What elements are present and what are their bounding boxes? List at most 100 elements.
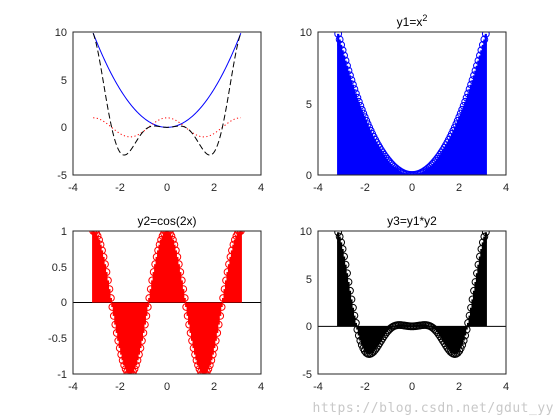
subplot-3-stem-marker-96: [231, 235, 239, 244]
subplot-3-ytick-1: -0.5: [48, 333, 67, 345]
subplot-2-xtick-0: -4: [313, 182, 323, 194]
subplot-3-stem-marker-55: [170, 240, 179, 249]
subplot-2-stem-marker-15: [356, 101, 365, 110]
subplot-3-stem-marker-66: [186, 329, 195, 337]
subplot-3-stem-marker-33: [137, 336, 146, 345]
subplot-2-ytick-1: 5: [306, 99, 312, 111]
subplot-2-stem-marker-94: [473, 61, 481, 70]
subplot-4-stem-marker-3: [338, 245, 347, 253]
subplot-1: -4 -2 0 2 4 -5 0 5 10: [55, 27, 264, 194]
subplot-4-stem-marker-13: [353, 325, 362, 334]
subplot-3-stem-marker-83: [211, 336, 220, 345]
subplot-2-stem-marker-81: [453, 116, 462, 125]
subplot-3-stem-marker-79: [205, 361, 214, 370]
subplot-3-stem-marker-62: [180, 294, 189, 302]
subplot-2-stem-marker-16: [357, 105, 366, 114]
subplot-3-stem-marker-13: [108, 303, 117, 311]
subplot-3-stem-marker-53: [167, 232, 176, 240]
subplot-3-stem-marker-57: [173, 253, 182, 261]
subplot-3-stem-marker-39: [146, 285, 155, 294]
subplot-3-stem-marker-11: [105, 285, 114, 294]
subplot-4-marks: [318, 231, 506, 358]
subplot-4-stem-marker-8: [346, 286, 354, 295]
subplot-4-stem-marker-11: [350, 311, 359, 320]
subplot-2-ytick-2: 10: [300, 27, 312, 39]
subplot-4-stem-marker-90: [467, 303, 475, 312]
subplot-4-ytick-0: -5: [302, 369, 312, 381]
subplot-1-ytick-2: 5: [61, 75, 67, 87]
subplot-3-stem-marker-12: [106, 294, 115, 302]
subplot-3-stem-marker-35: [140, 320, 149, 329]
subplot-2-stem-marker-87: [462, 93, 471, 102]
subplot-4-title: y3=y1*y2: [387, 214, 437, 228]
subplot-4-stem-marker-88: [464, 319, 473, 327]
subplot-3-stem-marker-70: [192, 356, 201, 365]
subplot-4-stem-marker-15: [356, 336, 365, 345]
subplot-2-stem-marker-11: [350, 85, 359, 94]
subplot-3-stem-marker-65: [185, 320, 194, 329]
subplot-3-stem-marker-24: [124, 369, 133, 374]
subplot-3-stem-marker-85: [214, 320, 223, 329]
subplot-2-stem-marker-13: [353, 93, 362, 102]
subplot-3-stem-marker-92: [225, 260, 233, 269]
subplot-4-stem-marker-16: [357, 340, 366, 349]
subplot-3-stem-marker-88: [219, 294, 228, 302]
subplot-4-stem-marker-93: [471, 278, 480, 286]
subplot-1-plot-area: [92, 33, 242, 156]
subplot-3-stem-marker-42: [151, 260, 160, 269]
subplot-4-stem-marker-84: [458, 340, 467, 349]
subplot-2-stem-marker-100: [481, 32, 490, 38]
subplot-4-ytick-1: 0: [306, 321, 312, 333]
subplot-2-stem-marker-4: [340, 51, 348, 60]
subplot-4-stem-marker-5: [341, 260, 350, 269]
subplot-2-stem-marker-17: [359, 109, 368, 118]
subplot-3-stem-marker-29: [132, 361, 140, 370]
subplot-2-plot-area: [334, 32, 490, 175]
subplot-3-stem-marker-98: [233, 231, 242, 238]
subplot-3-stem-marker-8: [101, 260, 109, 269]
subplot-4-xtick-0: -4: [313, 381, 323, 393]
subplot-2-stem-marker-5: [341, 56, 350, 65]
subplot-2-stem-marker-99: [480, 35, 489, 44]
subplot-2-stem-marker-10: [349, 80, 357, 89]
subplot-2-marks: [334, 32, 490, 175]
subplot-3-stem-marker-36: [142, 311, 151, 320]
subplot-3-stem-marker-46: [157, 235, 165, 244]
subplot-1-ytick-0: -5: [57, 170, 67, 182]
subplot-3-stem-marker-78: [204, 365, 213, 373]
subplot-3-stem-marker-69: [191, 350, 199, 359]
subplot-2-stem-marker-98: [478, 41, 487, 49]
subplot-2-stem-marker-14: [354, 97, 363, 106]
subplot-3-stem-marker-49: [161, 231, 170, 236]
subplot-1-axes-box: [72, 31, 262, 176]
subplot-2-stem-marker-7: [344, 66, 353, 75]
subplot-4-stem-marker-10: [349, 303, 357, 312]
subplot-1-ytick-1: 0: [61, 122, 67, 134]
subplot-4-stem-marker-100: [481, 231, 490, 237]
subplot-3-stem-marker-71: [194, 361, 202, 370]
subplot-1-xtick-4: 4: [258, 182, 264, 194]
subplot-2-stem-marker-86: [461, 97, 470, 106]
subplot-2-axes-box: [317, 31, 507, 176]
subplot-2-stem-marker-1: [335, 35, 344, 44]
subplot-4-xtick-2: 0: [409, 381, 415, 393]
subplot-3-stem-marker-37: [143, 303, 152, 311]
subplot-3-stem-marker-30: [133, 356, 142, 365]
subplot-2-stem-marker-45: [400, 169, 409, 175]
subplot-3-stem-marker-73: [197, 367, 205, 374]
subplot-2-stem-marker-19: [362, 116, 371, 125]
subplot-3-stem-marker-17: [114, 336, 123, 345]
subplot-3-stem-marker-5: [96, 240, 105, 249]
subplot-3-stem-marker-7: [99, 253, 108, 261]
subplot-1-series-line-3: [92, 33, 242, 156]
subplot-4-stem-marker-4: [340, 252, 348, 261]
subplot-3-stem-marker-89: [220, 285, 229, 294]
subplot-3-stem-marker-9: [102, 268, 111, 276]
subplot-1-xtick-0: -4: [68, 182, 78, 194]
subplot-3-xtick-1: -2: [115, 381, 125, 393]
subplot-2-stem-marker-2: [337, 41, 346, 49]
subplot-2-xtick-4: 4: [503, 182, 509, 194]
subplot-2-stem-marker-8: [346, 71, 354, 80]
subplot-1-xtick-1: -2: [115, 182, 125, 194]
